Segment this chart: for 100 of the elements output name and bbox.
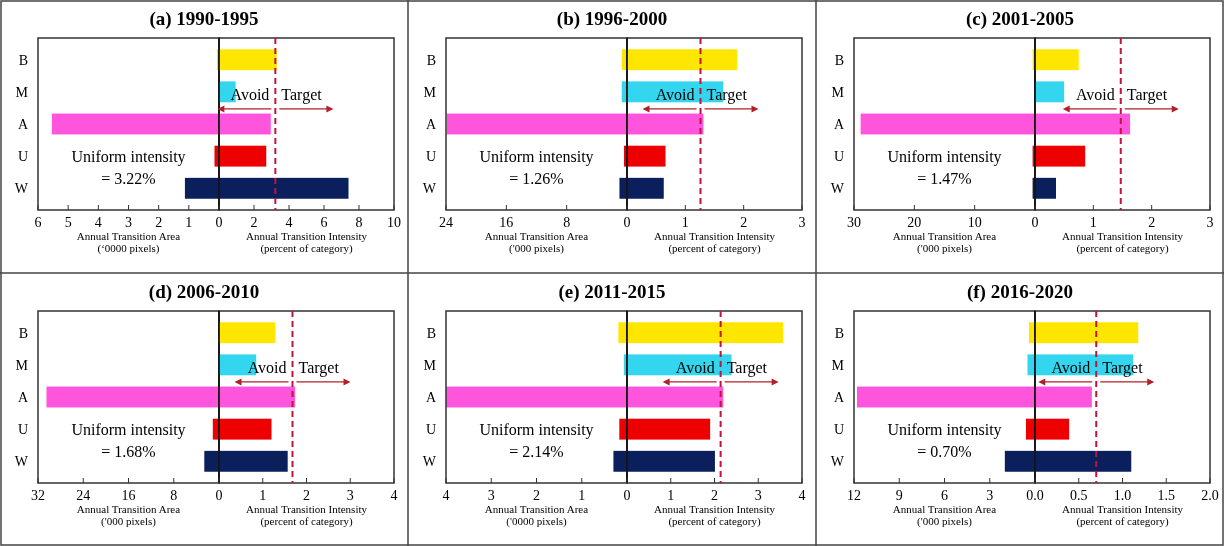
x-tick-label: 8 bbox=[170, 488, 178, 503]
x-tick-label: 1 bbox=[259, 488, 267, 503]
x-tick-label: 6 bbox=[320, 215, 328, 230]
x-tick-label: 1 bbox=[667, 488, 675, 503]
y-tick-label: W bbox=[830, 454, 845, 470]
x-tick-label: 3 bbox=[798, 215, 806, 230]
y-tick-label: M bbox=[831, 84, 845, 100]
x-tick-label: 4 bbox=[390, 488, 398, 503]
x-tick-label: 30 bbox=[847, 215, 861, 230]
y-tick-label: A bbox=[17, 117, 29, 132]
chart-title: (d) 2006-2010 bbox=[148, 281, 260, 303]
y-tick-label: U bbox=[17, 149, 28, 165]
x-tick-label: 3 bbox=[346, 488, 354, 503]
chart-title: (a) 1990-1995 bbox=[149, 8, 259, 30]
y-tick-label: U bbox=[17, 422, 28, 438]
chart-title: (e) 2011-2015 bbox=[558, 281, 666, 303]
y-tick-label: A bbox=[425, 390, 437, 405]
annotation: Uniform intensity = 1.47% bbox=[887, 148, 1002, 188]
x-tick-label: 12 bbox=[847, 488, 861, 503]
x-tick-label: 0 bbox=[215, 215, 223, 230]
y-tick-label: U bbox=[833, 149, 844, 165]
chart-title: (b) 1996-2000 bbox=[556, 8, 668, 30]
y-tick-label: B bbox=[426, 52, 436, 68]
x-tick-label: 4 bbox=[285, 215, 293, 230]
x-tick-label: 10 bbox=[387, 215, 401, 230]
x-tick-label: 8 bbox=[563, 215, 571, 230]
annotation: Target bbox=[298, 359, 340, 378]
x-tick-label: 0 bbox=[1031, 215, 1039, 230]
x-tick-label: 2 bbox=[533, 488, 540, 503]
x-tick-label: 0.0 bbox=[1026, 488, 1044, 503]
y-tick-label: B bbox=[18, 325, 28, 341]
x-tick-label: 6 bbox=[941, 488, 948, 503]
annotation: Avoid bbox=[655, 86, 695, 104]
x-tick-label: 1 bbox=[681, 215, 689, 230]
x-axis-title: Annual Transition Area ('000 pixels) bbox=[76, 503, 181, 528]
y-tick-label: W bbox=[14, 454, 29, 470]
x-tick-label: 2.0 bbox=[1201, 488, 1219, 503]
x-tick-label: 2 bbox=[155, 215, 163, 230]
x-tick-label: 32 bbox=[31, 488, 45, 503]
x-tick-label: 2 bbox=[250, 215, 258, 230]
annotation: Avoid bbox=[675, 359, 715, 377]
chart-title: (c) 2001-2005 bbox=[965, 8, 1075, 30]
x-tick-label: 2 bbox=[303, 488, 310, 503]
y-tick-label: A bbox=[425, 117, 437, 132]
y-tick-label: B bbox=[834, 52, 844, 68]
annotation: Uniform intensity = 1.68% bbox=[71, 421, 186, 461]
x-axis-title: Annual Transition Area ('000 pixels) bbox=[892, 503, 997, 528]
x-tick-label: 1.5 bbox=[1157, 488, 1175, 503]
x-tick-label: 0 bbox=[215, 488, 223, 503]
x-tick-label: 1.0 bbox=[1113, 488, 1132, 503]
x-tick-label: 3 bbox=[986, 488, 994, 503]
x-tick-label: 2 bbox=[711, 488, 718, 503]
x-tick-label: 5 bbox=[64, 215, 72, 230]
annotation: Target bbox=[1126, 86, 1168, 105]
chart-title: (f) 2016-2020 bbox=[966, 281, 1074, 303]
y-tick-label: B bbox=[426, 325, 436, 341]
y-tick-label: B bbox=[834, 325, 844, 341]
x-axis-title: Annual Transition Intensity (percent of category) bbox=[245, 503, 368, 528]
x-axis-title: Annual Transition Intensity (percent of category) bbox=[1061, 503, 1184, 528]
x-tick-label: 3 bbox=[1206, 215, 1214, 230]
x-tick-label: 24 bbox=[439, 215, 453, 230]
x-axis-title: Annual Transition Area (‘0000 pixels) bbox=[76, 230, 181, 255]
y-tick-label: W bbox=[14, 181, 29, 197]
y-tick-label: M bbox=[15, 357, 29, 373]
y-tick-label: M bbox=[831, 357, 845, 373]
x-tick-label: 3 bbox=[487, 488, 495, 503]
y-tick-label: M bbox=[15, 84, 29, 100]
annotation: Target bbox=[281, 86, 323, 105]
bar bbox=[1035, 81, 1065, 103]
annotation: Avoid bbox=[1075, 86, 1115, 104]
x-tick-label: 4 bbox=[798, 488, 806, 503]
annotation: Uniform intensity = 2.14% bbox=[479, 421, 594, 461]
x-axis-title: Annual Transition Area ('000 pixels) bbox=[892, 230, 997, 255]
y-tick-label: W bbox=[830, 181, 845, 197]
x-tick-label: 16 bbox=[499, 215, 514, 230]
x-tick-label: 2 bbox=[740, 215, 748, 230]
annotation: Uniform intensity = 1.26% bbox=[479, 148, 594, 188]
x-tick-label: 24 bbox=[76, 488, 91, 503]
x-tick-label: 10 bbox=[967, 215, 982, 230]
x-tick-label: 4 bbox=[442, 488, 450, 503]
x-tick-label: 1 bbox=[578, 488, 586, 503]
y-tick-label: U bbox=[425, 149, 436, 165]
y-tick-label: W bbox=[422, 454, 437, 470]
x-tick-label: 20 bbox=[907, 215, 922, 230]
x-tick-label: 0 bbox=[623, 215, 631, 230]
x-tick-label: 0.5 bbox=[1070, 488, 1088, 503]
y-tick-label: A bbox=[833, 117, 845, 132]
y-tick-label: M bbox=[423, 357, 437, 373]
x-axis-title: Annual Transition Intensity (percent of category) bbox=[653, 230, 776, 255]
x-axis-title: Annual Transition Area ('0000 pixels) bbox=[484, 503, 589, 528]
y-tick-label: W bbox=[422, 181, 437, 197]
x-tick-label: 3 bbox=[125, 215, 132, 230]
x-axis-title: Annual Transition Intensity (percent of category) bbox=[245, 230, 368, 255]
x-tick-label: 9 bbox=[895, 488, 903, 503]
x-axis-title: Annual Transition Intensity (percent of category) bbox=[1061, 230, 1184, 255]
annotation: Uniform intensity = 0.70% bbox=[887, 421, 1002, 461]
annotation: Avoid bbox=[1051, 359, 1091, 377]
x-tick-label: 8 bbox=[355, 215, 363, 230]
x-axis-title: Annual Transition Area ('000 pixels) bbox=[484, 230, 589, 255]
y-tick-label: U bbox=[833, 422, 844, 438]
